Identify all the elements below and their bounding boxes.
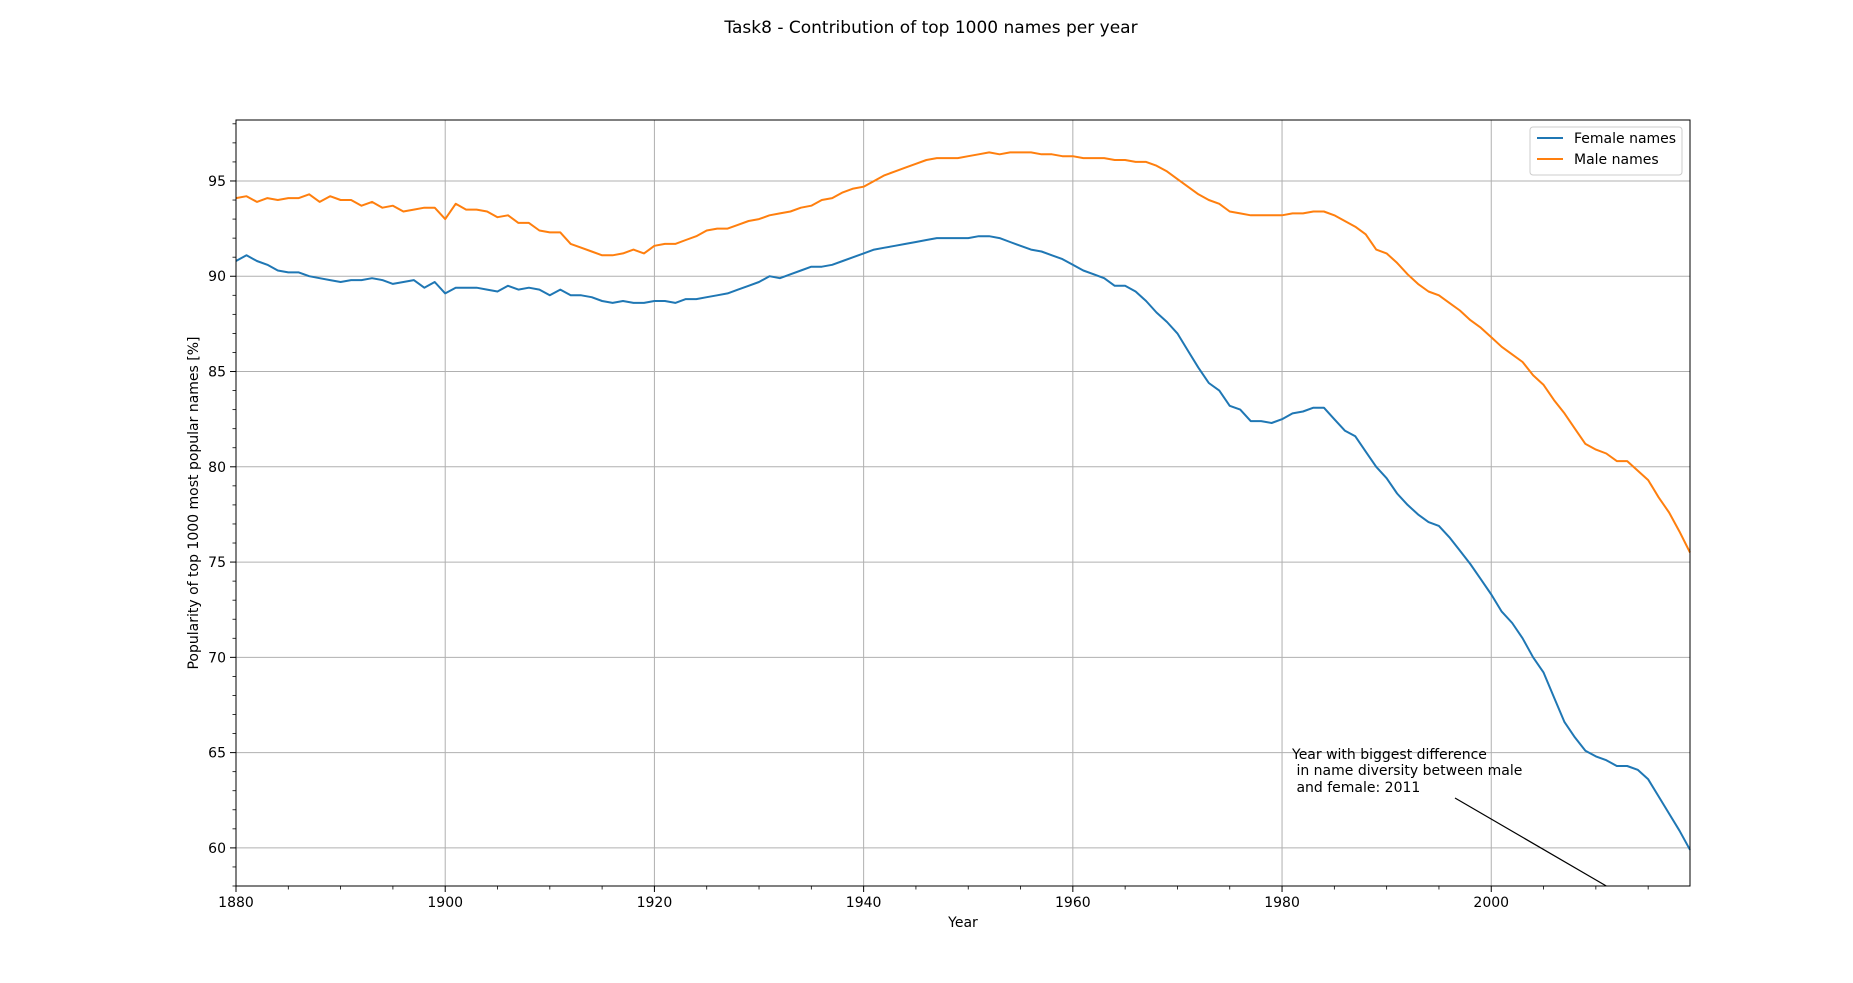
y-tick-label: 85: [208, 365, 226, 381]
x-tick-label: 1880: [218, 895, 254, 911]
y-axis-label: Popularity of top 1000 most popular name…: [186, 336, 202, 669]
legend-label-female: Female names: [1574, 131, 1676, 147]
annotation-arrow: [1454, 797, 1607, 887]
annotation-text-line-1: Year with biggest difference: [1291, 747, 1487, 763]
x-tick-label: 1920: [637, 895, 673, 911]
series-line-female: [235, 235, 1691, 851]
y-tick-label: 90: [208, 269, 226, 285]
x-tick-label: 2000: [1473, 895, 1509, 911]
legend-label-male: Male names: [1574, 152, 1659, 168]
plot-frame: [235, 119, 1691, 887]
legend-box: [1529, 126, 1683, 176]
grid-lines: [236, 120, 1690, 886]
y-axis-ticks: 60 65 70 75 80 85 90 95: [208, 123, 236, 887]
chart-title: Task8 - Contribution of top 1000 names p…: [723, 18, 1137, 38]
y-tick-label: 60: [208, 841, 226, 857]
y-tick-label: 70: [208, 650, 226, 666]
series-lines: [235, 151, 1691, 851]
y-tick-label: 95: [208, 174, 226, 190]
x-tick-label: 1960: [1055, 895, 1091, 911]
y-tick-label: 75: [208, 555, 226, 571]
x-tick-label: 1900: [427, 895, 463, 911]
annotation-text-line-2: in name diversity between male: [1292, 763, 1522, 779]
x-axis-label: Year: [947, 915, 978, 931]
x-tick-label: 1980: [1264, 895, 1300, 911]
x-tick-label: 1940: [846, 895, 882, 911]
y-tick-label: 65: [208, 746, 226, 762]
x-axis-ticks: 1880 1900 1920 1940 1960 1980 2000: [218, 886, 1649, 911]
y-tick-label: 80: [208, 460, 226, 476]
legend: Female names Male names: [1529, 126, 1683, 176]
series-line-male: [235, 151, 1691, 553]
annotation-text-line-3: and female: 2011: [1292, 780, 1420, 796]
annotation: Year with biggest difference in name div…: [1291, 747, 1607, 887]
